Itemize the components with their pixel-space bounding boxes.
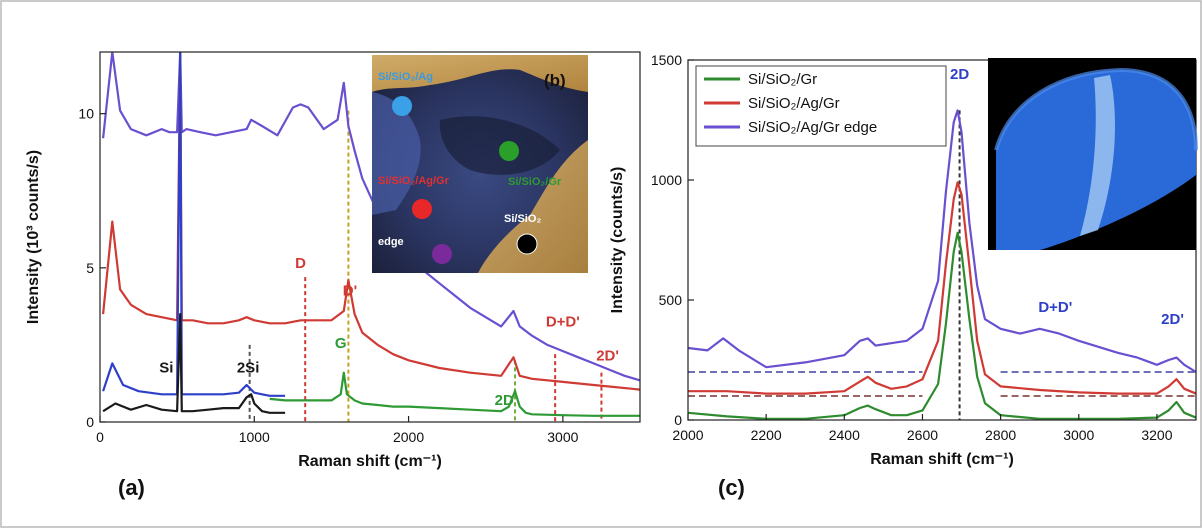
- panel-c-x-tick-label: 2200: [751, 427, 782, 443]
- panel-c-x-axis-label: Raman shift (cm⁻¹): [870, 451, 1014, 468]
- panel-a-peak-annotation: D+D': [546, 313, 580, 330]
- panel-a-x-tick-label: 1000: [239, 429, 270, 445]
- panel-a-y-tick-label: 0: [86, 414, 94, 430]
- panel-c-series-group: [688, 109, 1196, 420]
- inset-b-label-si-sio2-ag-gr: Si/SiO₂/Ag/Gr: [378, 175, 450, 187]
- panel-a-peak-annotation: G: [335, 335, 347, 352]
- panel-a-peak-annotation: Si: [159, 360, 173, 377]
- inset-b-dot-edge: [432, 244, 452, 264]
- panel-c-legend-label: Si/SiO₂/Ag/Gr edge: [748, 119, 877, 136]
- inset-b-panel-label: (b): [544, 71, 566, 90]
- inset-b-label-edge: edge: [378, 236, 404, 248]
- panel-c-x-tick-label: 2600: [907, 427, 938, 443]
- panel-c-y-tick-label: 1500: [651, 52, 682, 68]
- panel-c-legend-label: Si/SiO₂/Ag/Gr: [748, 95, 840, 112]
- panel-a-series-line-2: [102, 52, 286, 397]
- panel-a-x-tick-label: 2000: [393, 429, 424, 445]
- panel-c-peak-annotation: D+D': [1038, 299, 1072, 316]
- panel-c-y-tick-label: 0: [674, 412, 682, 428]
- panel-a-y-tick-label: 5: [86, 260, 94, 276]
- panel-c-series-line-1: [688, 181, 1196, 395]
- panel-c-peak-annotation: 2D: [950, 66, 969, 83]
- panel-a-x-axis-label: Raman shift (cm⁻¹): [298, 453, 442, 470]
- panel-c-x-tick-label: 3200: [1141, 427, 1172, 443]
- panel-a-x-tick-label: 3000: [547, 429, 578, 445]
- panel-c-legend-label: Si/SiO₂/Gr: [748, 71, 817, 88]
- panel-a-label: (a): [118, 475, 145, 500]
- panel-c-series-line-2: [688, 109, 1196, 373]
- panel-a-series-line-3: [269, 371, 640, 417]
- panel-c-x-tick-label: 2400: [829, 427, 860, 443]
- panel-a-series-line-4: [102, 313, 286, 414]
- panel-c-x-tick-label: 2000: [672, 427, 703, 443]
- panel-a-plot-frame: [99, 51, 641, 423]
- panel-a-chart: 0 1000 2000 3000 0 5 10 Raman shift (cm⁻¹) Inten…: [25, 51, 641, 470]
- panel-c-chart: 2000 2200 2400 2600 2800 3000 3200 0 500 1000 1500…: [609, 52, 1197, 468]
- inset-c-edge-glow: [994, 67, 1198, 151]
- inset-b-dark-region: [439, 116, 560, 175]
- panel-a-series-group: [102, 52, 640, 417]
- inset-b-raman-map: Si/SiO₂/Ag Si/SiO₂/Gr Si/SiO₂/Ag/Gr Si/S…: [372, 55, 588, 273]
- panel-c-series-line-0: [688, 231, 1196, 420]
- inset-b-light-region: [372, 92, 421, 215]
- inset-b-gold-region-top: [372, 55, 588, 92]
- inset-c-bright-band: [1080, 75, 1115, 236]
- panel-c-x-tick-label: 2800: [985, 427, 1016, 443]
- inset-b-dot-si-sio2: [516, 233, 538, 255]
- panel-c-label: (c): [718, 475, 745, 500]
- panel-c-y-tick-label: 500: [659, 292, 683, 308]
- panel-c-y-axis-label: Intensity (counts/s): [609, 167, 626, 314]
- panel-a-y-axis-label: Intensity (10³ counts/s): [25, 150, 42, 324]
- panel-c-peak-annotation: 2D': [1161, 311, 1184, 328]
- inset-b-label-si-sio2: Si/SiO₂: [504, 213, 541, 225]
- panel-a-peak-annotation: 2Si: [237, 360, 260, 377]
- inset-c-optical-image: [988, 58, 1198, 250]
- inset-b-label-si-sio2-ag: Si/SiO₂/Ag: [378, 71, 433, 83]
- panel-a-peak-annotation: 2D: [495, 392, 514, 409]
- panel-a-peak-annotation: D: [295, 255, 306, 272]
- panel-a-peak-annotation: 2D': [596, 347, 619, 364]
- panel-a-y-tick-label: 10: [78, 106, 94, 122]
- inset-b-label-si-sio2-gr: Si/SiO₂/Gr: [508, 176, 562, 188]
- panel-c-x-tick-label: 3000: [1063, 427, 1094, 443]
- inset-b-dot-si-sio2-ag-gr: [412, 199, 432, 219]
- panel-a-peak-annotation: D': [343, 283, 357, 300]
- inset-b-dot-si-sio2-gr: [499, 141, 519, 161]
- panel-c-y-tick-label: 1000: [651, 172, 682, 188]
- panel-a-x-tick-label: 0: [96, 429, 104, 445]
- inset-b-gold-region-right: [478, 140, 588, 273]
- inset-b-dot-si-sio2-ag: [392, 96, 412, 116]
